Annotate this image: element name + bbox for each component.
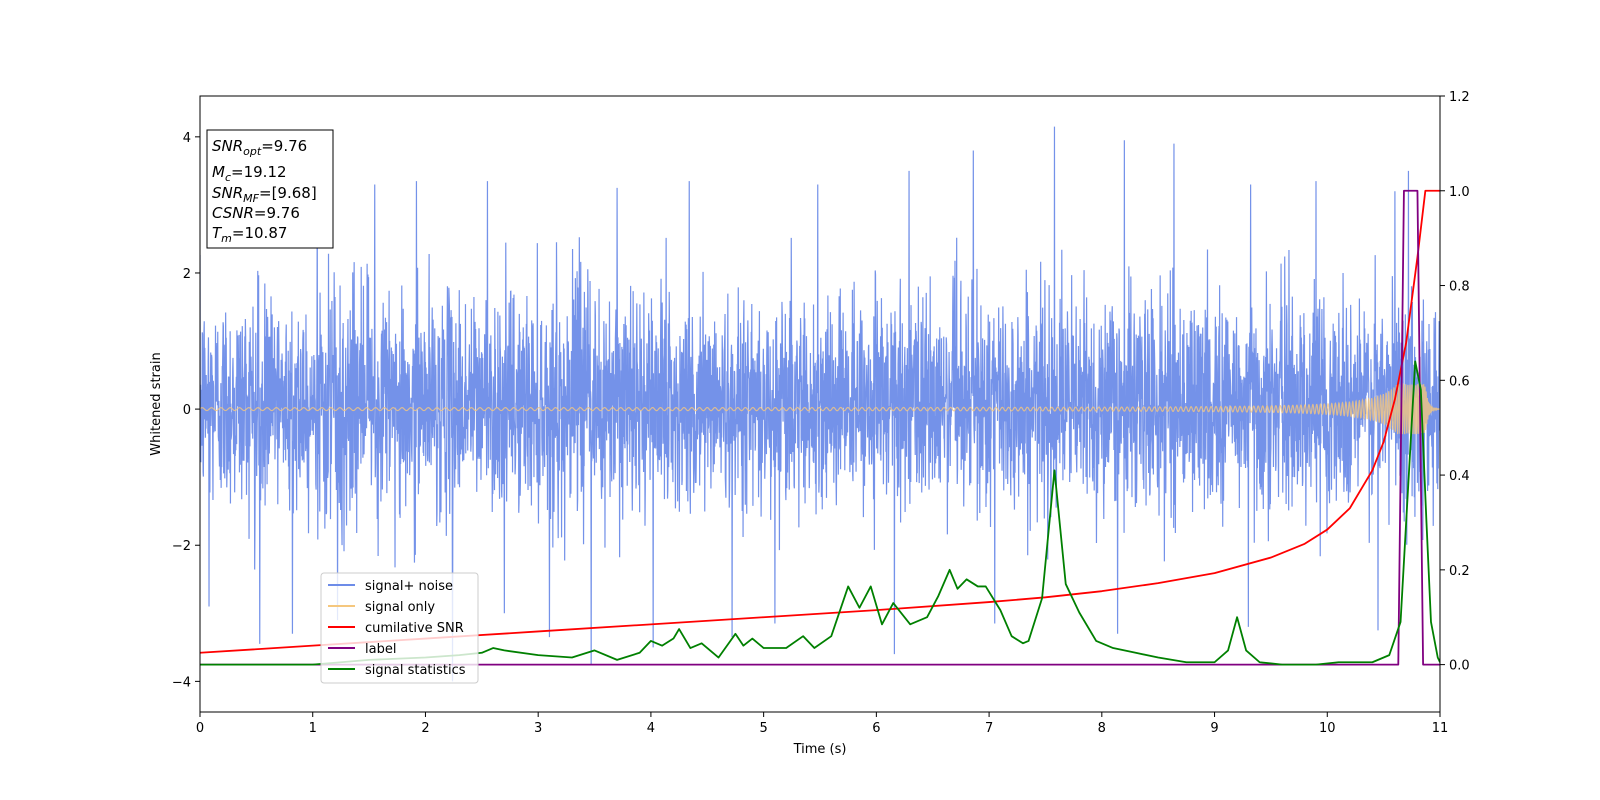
- x-tick-label: 2: [421, 721, 429, 736]
- y2-tick-label: 1.2: [1449, 90, 1470, 105]
- x-tick-label: 6: [872, 721, 880, 736]
- x-axis: 0 1 2 3 4 5 6 7 8 9 10 11: [196, 712, 1448, 736]
- plot-area: [200, 126, 1440, 682]
- y2-tick-label: 0.0: [1449, 659, 1470, 674]
- y-tick-label: 2: [183, 267, 191, 282]
- info-snr-mf: SNRMF=[9.68]: [212, 184, 317, 205]
- legend-label: signal only: [365, 600, 435, 615]
- y2-tick-label: 0.6: [1449, 374, 1470, 389]
- x-tick-label: 8: [1098, 721, 1106, 736]
- legend-entry-label: label: [328, 642, 396, 657]
- series-cumulative-snr: [200, 189, 1440, 654]
- y2-tick-label: 1.0: [1449, 185, 1470, 200]
- info-mc: Mc=19.12: [212, 163, 287, 184]
- x-axis-label: Time (s): [793, 742, 847, 757]
- legend-entry-signal-statistics: signal statistics: [328, 663, 466, 678]
- x-tick-label: 0: [196, 721, 204, 736]
- info-csnr: CSNR=9.76: [212, 204, 300, 222]
- y2-tick-label: 0.8: [1449, 280, 1470, 295]
- x-tick-label: 3: [534, 721, 542, 736]
- x-tick-label: 4: [647, 721, 655, 736]
- legend-label: label: [365, 642, 396, 657]
- y-axis-left: −4 −2 0 2 4: [172, 131, 200, 690]
- x-tick-label: 10: [1319, 721, 1336, 736]
- legend-frame: [320, 572, 479, 684]
- legend-entry-signal-noise: signal+ noise: [328, 579, 453, 594]
- y2-tick-label: 0.2: [1449, 564, 1470, 579]
- legend-entry-signal-only: signal only: [328, 600, 435, 615]
- x-tick-label: 7: [985, 721, 993, 736]
- x-tick-label: 11: [1432, 721, 1449, 736]
- y-tick-label: −2: [172, 539, 191, 554]
- legend-label: signal statistics: [365, 663, 466, 678]
- series-signal-statistics: [200, 360, 1440, 666]
- info-box-frame: [206, 129, 334, 249]
- legend-entry-cumulative-snr: cumilative SNR: [328, 621, 464, 636]
- plot-frame: [199, 95, 1441, 713]
- legend: signal+ noise signal only cumilative SNR…: [320, 572, 479, 684]
- x-tick-label: 5: [759, 721, 767, 736]
- x-tick-label: 1: [309, 721, 317, 736]
- legend-label: signal+ noise: [365, 579, 453, 594]
- y-tick-label: 4: [183, 131, 191, 146]
- series-label: [200, 189, 1440, 666]
- series-signal-only: [200, 382, 1440, 435]
- info-snr-opt: SNRopt=9.76: [212, 137, 307, 158]
- x-tick-label: 9: [1210, 721, 1218, 736]
- y-axis-label: Whitened strain: [149, 352, 164, 455]
- info-tm: Tm=10.87: [212, 224, 287, 245]
- y2-tick-label: 0.4: [1449, 469, 1470, 484]
- info-box: SNRopt=9.76 Mc=19.12 SNRMF=[9.68] CSNR=9…: [206, 129, 334, 249]
- y-axis-right: 0.0 0.2 0.4 0.6 0.8 1.0 1.2: [1440, 90, 1470, 674]
- y-tick-label: 0: [183, 403, 191, 418]
- y-tick-label: −4: [172, 675, 191, 690]
- legend-label: cumilative SNR: [365, 621, 464, 636]
- series-signal-noise: [200, 126, 1440, 682]
